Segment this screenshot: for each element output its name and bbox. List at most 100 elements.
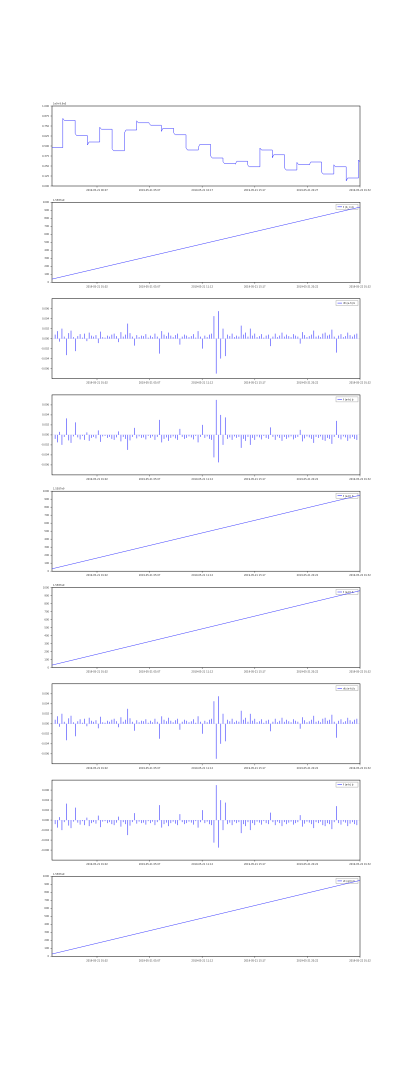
x-tick-label: 2019-05-21 15:17 xyxy=(244,767,266,770)
legend-label: t (e-h) b xyxy=(343,590,354,594)
chart-panel-4: 0.006 0.004 0.002 0.000 -0.002 -0.004 -0.006 20… xyxy=(41,394,371,481)
chart-panel-3: 0.006 0.004 0.002 0.000 -0.002 -0.004 -0.006 20… xyxy=(41,298,371,385)
offset-label: 1.5587e9 xyxy=(53,584,65,587)
y-tick-label: 700 xyxy=(44,610,49,613)
y-tick-label: 300 xyxy=(44,546,49,549)
y-tick-label: 0 xyxy=(47,666,49,669)
legend-label: t (e-h) b xyxy=(343,494,354,498)
plot-frame xyxy=(51,587,361,668)
x-tick-label: 2019-05-21 01:02 xyxy=(86,767,108,770)
y-tick-label: 0.250 xyxy=(42,165,49,168)
plot-frame xyxy=(51,105,361,187)
legend-label: f (e-h) b xyxy=(343,783,354,787)
y-tick-label: 400 xyxy=(44,249,49,252)
y-tick-label: -0.004 xyxy=(41,454,49,457)
y-tick-label: 200 xyxy=(44,554,49,557)
y-tick-label: 0.002 xyxy=(42,713,49,716)
x-tick-label: 2019-05-21 05:07 xyxy=(139,863,161,866)
series-line xyxy=(51,590,361,666)
x-tick-label: 2019-05-21 15:17 xyxy=(244,285,266,288)
y-tick-label: 1000 xyxy=(43,201,50,204)
y-tick-label: 800 xyxy=(44,217,49,220)
x-tick-label: 2019-05-21 00:07 xyxy=(86,189,108,192)
x-tick-label: 2019-05-21 10:17 xyxy=(191,189,213,192)
legend-box xyxy=(335,589,359,595)
legend-label: dt (e-h) b xyxy=(343,301,356,305)
x-tick-label: 2019-05-21 05:07 xyxy=(139,189,161,192)
legend-label: f (e-h) b xyxy=(343,398,354,402)
x-tick-label: 2019-05-21 11:12 xyxy=(191,671,213,674)
x-tick-label: 2019-05-21 15:17 xyxy=(244,863,266,866)
y-tick-label: 500 xyxy=(44,241,49,244)
x-tick-label: 2019-05-21 05:07 xyxy=(139,767,161,770)
y-tick-label: 100 xyxy=(44,273,49,276)
y-tick-label: 900 xyxy=(44,883,49,886)
y-tick-label: 600 xyxy=(44,233,49,236)
x-tick-label: 2019-05-21 20:22 xyxy=(297,671,319,674)
y-tick-label: 300 xyxy=(44,257,49,260)
series-line xyxy=(52,117,361,182)
y-tick-label: 200 xyxy=(44,650,49,653)
y-tick-label: 500 xyxy=(44,915,49,918)
chart-panel-8: 0.006 0.004 0.002 0.000 -0.002 -0.004 -0.006 20… xyxy=(41,779,371,866)
y-tick-label: 0.000 xyxy=(42,185,49,188)
x-tick-label: 2019-05-21 11:12 xyxy=(191,285,213,288)
x-tick-label: 2019-05-21 11:12 xyxy=(191,574,213,577)
y-tick-label: 1000 xyxy=(43,875,50,878)
y-tick-label: 100 xyxy=(44,947,49,950)
y-tick-label: 0.000 xyxy=(42,723,49,726)
chart-panel-5: 1.5587e9 0 100 200 300 400 500 600 700 800 900 1000… xyxy=(43,488,371,578)
y-tick-label: 0.004 xyxy=(42,414,49,417)
x-tick-label: 2019-05-21 05:07 xyxy=(139,574,161,577)
y-tick-label: -0.004 xyxy=(41,743,49,746)
y-tick-label: -0.004 xyxy=(41,357,49,360)
y-tick-label: 0.006 xyxy=(42,789,49,792)
x-tick-label: 2019-05-21 01:02 xyxy=(86,285,108,288)
y-tick-label: 1.000 xyxy=(42,105,49,108)
y-tick-label: 0.004 xyxy=(42,703,49,706)
x-tick-label: 2019-05-22 01:32 xyxy=(349,382,371,385)
x-tick-label: 2019-05-21 11:12 xyxy=(191,478,213,481)
y-tick-label: 600 xyxy=(44,522,49,525)
y-tick-label: 400 xyxy=(44,923,49,926)
x-tick-label: 2019-05-21 01:02 xyxy=(86,382,108,385)
y-tick-label: 700 xyxy=(44,899,49,902)
x-tick-label: 2019-05-22 01:32 xyxy=(349,767,371,770)
y-tick-label: 800 xyxy=(44,602,49,605)
x-tick-label: 2019-05-22 01:32 xyxy=(349,671,371,674)
x-tick-label: 2019-05-22 01:32 xyxy=(349,478,371,481)
y-tick-label: 400 xyxy=(44,538,49,541)
y-tick-label: 700 xyxy=(44,225,49,228)
y-tick-label: 800 xyxy=(44,506,49,509)
y-tick-label: 100 xyxy=(44,658,49,661)
x-tick-label: 2019-05-22 01:32 xyxy=(349,285,371,288)
x-tick-label: 2019-05-22 01:32 xyxy=(349,574,371,577)
y-tick-label: 100 xyxy=(44,562,49,565)
y-tick-label: 900 xyxy=(44,498,49,501)
y-tick-label: -0.006 xyxy=(41,849,49,852)
x-tick-label: 2019-05-21 15:17 xyxy=(244,574,266,577)
offset-label: 1.5587e9 xyxy=(53,199,65,202)
y-tick-label: 600 xyxy=(44,618,49,621)
y-tick-label: 1000 xyxy=(43,490,50,493)
y-tick-label: 0.006 xyxy=(42,693,49,696)
series-line xyxy=(51,880,361,955)
y-tick-label: 0.006 xyxy=(42,404,49,407)
x-tick-label: 2019-05-21 15:17 xyxy=(244,189,266,192)
legend-label: xt (gm) b xyxy=(343,879,355,883)
x-tick-label: 2019-05-21 05:07 xyxy=(139,959,161,962)
x-tick-label: 2019-05-22 01:32 xyxy=(349,189,371,192)
y-tick-label: -0.006 xyxy=(41,464,49,467)
y-tick-label: 0.000 xyxy=(42,434,49,437)
y-tick-label: 700 xyxy=(44,514,49,517)
x-tick-label: 2019-05-22 01:32 xyxy=(349,959,371,962)
x-tick-label: 2019-05-21 20:22 xyxy=(297,285,319,288)
y-tick-label: 400 xyxy=(44,634,49,637)
plot-frame xyxy=(51,202,361,283)
x-tick-label: 2019-05-21 20:22 xyxy=(297,574,319,577)
y-tick-label: 900 xyxy=(44,594,49,597)
y-tick-label: 0.750 xyxy=(42,125,49,128)
y-tick-label: 200 xyxy=(44,265,49,268)
y-tick-label: 0.002 xyxy=(42,424,49,427)
